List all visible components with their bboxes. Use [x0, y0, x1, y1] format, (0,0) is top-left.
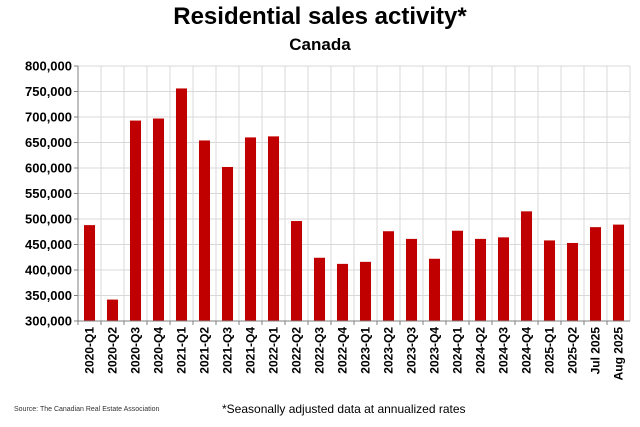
bar — [83, 225, 96, 321]
bar — [129, 120, 142, 321]
bar — [451, 230, 464, 321]
y-tick-label: 600,000 — [25, 161, 72, 176]
bar — [612, 224, 625, 321]
x-tick-label: 2021-Q4 — [244, 327, 258, 374]
bar — [198, 140, 211, 321]
x-tick-label: 2020-Q1 — [83, 327, 97, 374]
x-tick-label: 2023-Q4 — [428, 327, 442, 374]
x-tick-label: 2021-Q1 — [175, 327, 189, 374]
x-tick-label: 2022-Q2 — [290, 327, 304, 374]
bar — [313, 257, 326, 321]
bar — [405, 238, 418, 321]
x-tick-label: 2024-Q3 — [497, 327, 511, 374]
y-tick-label: 500,000 — [25, 212, 72, 227]
y-tick-label: 550,000 — [25, 186, 72, 201]
bars — [83, 88, 625, 321]
bar — [267, 136, 280, 321]
y-tick-label: 400,000 — [25, 263, 72, 278]
x-tick-label: Aug 2025 — [612, 327, 626, 381]
y-tick-label: 650,000 — [25, 135, 72, 150]
x-tick-label: 2020-Q4 — [152, 327, 166, 374]
y-tick-label: 700,000 — [25, 110, 72, 125]
bar — [520, 211, 533, 321]
x-tick-label: 2025-Q1 — [543, 327, 557, 374]
x-tick-label: 2024-Q2 — [474, 327, 488, 374]
bar — [428, 258, 441, 321]
x-tick-label: 2020-Q3 — [129, 327, 143, 374]
x-tick-label: 2022-Q4 — [336, 327, 350, 374]
x-tick-label: 2022-Q3 — [313, 327, 327, 374]
bar — [336, 263, 349, 321]
bar — [244, 137, 257, 321]
bar — [221, 166, 234, 321]
x-tick-label: Jul 2025 — [589, 327, 603, 375]
x-tick-label: 2025-Q2 — [566, 327, 580, 374]
bar — [290, 221, 303, 321]
x-tick-label: 2024-Q1 — [451, 327, 465, 374]
gridlines — [78, 65, 631, 321]
bar — [175, 88, 188, 321]
x-tick-label: 2023-Q1 — [359, 327, 373, 374]
y-tick-label: 450,000 — [25, 237, 72, 252]
bar — [543, 240, 556, 321]
bar — [497, 237, 510, 321]
bar — [152, 118, 165, 321]
chart-subtitle: Canada — [289, 35, 351, 54]
y-tick-label: 750,000 — [25, 84, 72, 99]
axes — [74, 65, 630, 325]
bar — [589, 227, 602, 321]
y-tick-label: 300,000 — [25, 314, 72, 329]
x-tick-label: 2020-Q2 — [106, 327, 120, 374]
bar — [106, 299, 119, 321]
x-tick-label: 2021-Q2 — [198, 327, 212, 374]
chart-title: Residential sales activity* — [173, 3, 467, 30]
bar — [382, 231, 395, 321]
y-tick-label: 350,000 — [25, 288, 72, 303]
y-tick-label: 800,000 — [25, 59, 72, 74]
bar — [474, 238, 487, 321]
bar — [566, 242, 579, 321]
x-tick-label: 2024-Q4 — [520, 327, 534, 374]
footnote: *Seasonally adjusted data at annualized … — [222, 402, 466, 416]
x-tick-label: 2023-Q3 — [405, 327, 419, 374]
source-note: Source: The Canadian Real Estate Associa… — [14, 406, 160, 413]
x-tick-label: 2021-Q3 — [221, 327, 235, 374]
bar — [359, 261, 372, 321]
x-tick-label: 2022-Q1 — [267, 327, 281, 374]
y-axis-ticks: 300,000 350,000 400,000 450,000 500,000 550,0… — [25, 59, 72, 329]
x-tick-label: 2023-Q2 — [382, 327, 396, 374]
x-axis-ticks: 2020-Q1 2020-Q2 2020-Q3 2020-Q4 2021-Q1 2021-… — [83, 327, 626, 381]
